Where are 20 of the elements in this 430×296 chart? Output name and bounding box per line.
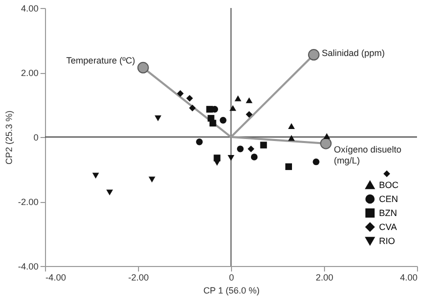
legend-label: BZN <box>379 208 397 218</box>
x-axis-title: CP 1 (56.0 %) <box>203 286 260 296</box>
y-axis-title: CP2 (25.3 %) <box>4 110 14 165</box>
y-tick-label: 0 <box>33 132 38 142</box>
y-tick-label: -4.00 <box>18 262 38 272</box>
legend-label: CEN <box>379 194 398 204</box>
legend-label: BOC <box>379 180 400 190</box>
annotation: Temperature (ºC) <box>66 56 136 66</box>
x-tick-label: -2.00 <box>128 272 149 282</box>
x-tick-label: 0 <box>228 272 234 282</box>
annotation: Salinidad (ppm) <box>322 48 385 58</box>
y-tick-label: -2.00 <box>18 197 38 207</box>
legend-label: CVA <box>379 222 397 232</box>
x-tick-label: -4.00 <box>46 272 66 282</box>
annotation: Oxígeno disuelto (mg/L) <box>334 144 402 166</box>
legend-label: RIO <box>379 236 396 246</box>
x-tick-label: 4.00 <box>400 272 418 282</box>
y-tick-label: 2.00 <box>20 68 38 78</box>
x-tick-label: 2.00 <box>316 272 334 282</box>
y-tick-label: 4.00 <box>20 4 38 14</box>
